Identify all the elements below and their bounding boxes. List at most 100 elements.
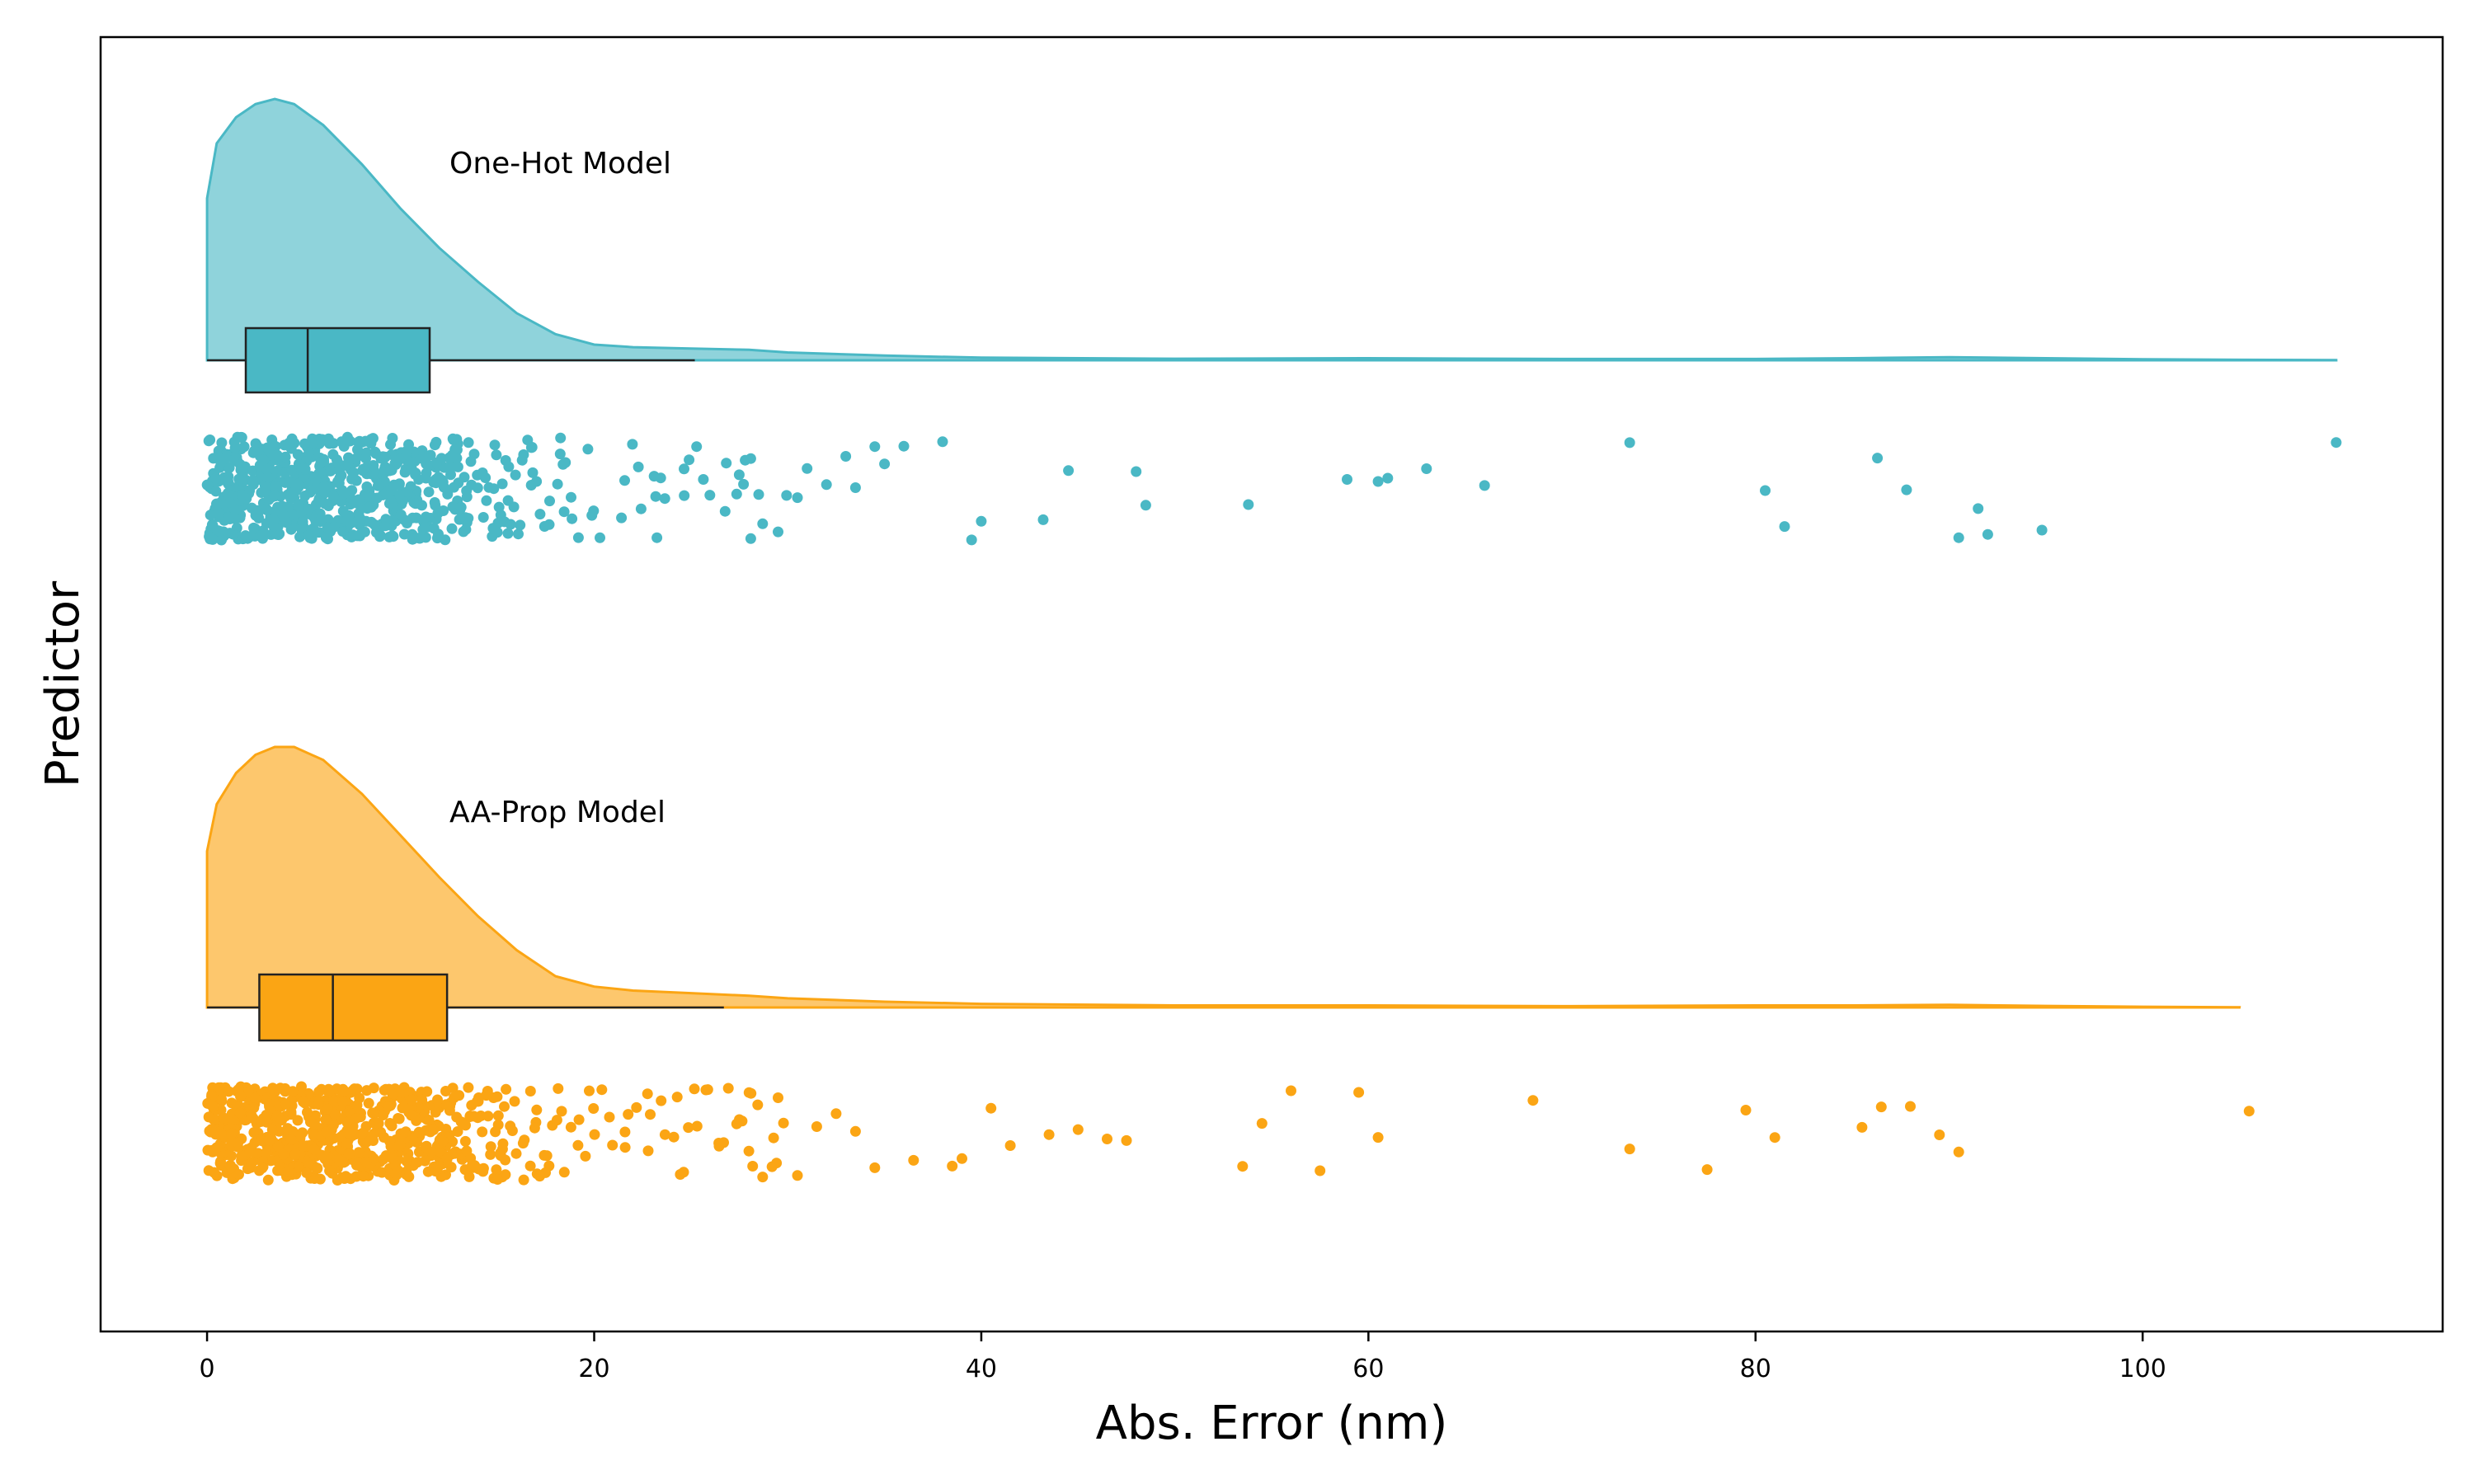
data-point [947,1160,958,1172]
data-point [252,1148,264,1159]
data-point [419,452,430,463]
data-point [1256,1118,1268,1129]
data-point [406,1094,417,1106]
data-point [229,505,241,516]
data-point [671,1092,683,1103]
data-point [325,465,336,477]
data-point [268,514,280,525]
data-point [721,458,732,469]
data-point [216,437,228,448]
data-point [368,1135,379,1146]
data-point [324,438,335,449]
data-point [210,472,222,484]
data-point [394,453,406,465]
data-point [261,463,273,475]
data-point [567,513,578,524]
data-point [228,436,240,448]
data-point [271,449,283,461]
data-point [298,1140,309,1152]
data-point [343,1127,354,1139]
data-point [446,523,458,534]
data-point [210,486,222,497]
data-point [2331,437,2342,448]
data-point [518,1174,529,1186]
data-point [257,533,268,544]
data-point [455,501,467,513]
data-point [271,1111,283,1122]
data-point [704,490,716,501]
data-point [556,1106,567,1117]
data-point [957,1153,967,1164]
data-point [319,498,331,510]
data-point [287,1086,299,1097]
data-point [524,1086,536,1097]
data-point [289,1148,301,1160]
box-iqr [244,326,431,394]
data-point [1760,485,1771,496]
data-point [595,532,605,543]
data-point [691,441,703,453]
data-point [412,1157,423,1168]
data-point [551,1115,562,1126]
data-point [387,530,398,542]
data-point [421,1086,433,1097]
data-point [430,457,442,468]
data-point [554,448,566,460]
data-point [496,478,508,490]
data-point [358,463,369,475]
data-point [364,501,375,513]
data-point [698,474,709,485]
data-point [249,1092,261,1104]
x-tick-label: 80 [1740,1355,1771,1383]
data-point [898,440,910,452]
data-point [642,1145,654,1157]
data-point [495,1150,506,1162]
data-point [320,1114,332,1125]
data-point [483,481,495,493]
data-point [508,501,520,513]
box-iqr [258,973,449,1042]
data-point [359,526,370,538]
data-point [492,1091,503,1102]
data-point [340,1171,351,1182]
data-point [299,463,311,475]
data-point [558,506,570,518]
data-point [830,1108,842,1120]
data-point [1779,521,1790,533]
data-point [565,1121,576,1133]
data-point [433,472,444,483]
data-point [205,533,216,545]
data-point [524,1160,536,1172]
data-point [543,1160,555,1172]
data-point [702,1084,713,1096]
data-point [384,1118,396,1129]
data-point [286,509,298,520]
data-point [684,454,695,466]
data-point [430,436,442,448]
data-point [314,508,326,519]
data-point [249,445,260,457]
data-point [380,514,392,525]
plot-frame [99,35,2444,1333]
data-point [1624,1144,1635,1155]
data-point [492,1110,504,1121]
data-point [811,1121,822,1132]
data-point [270,491,280,502]
data-point [253,512,265,524]
data-point [430,500,441,511]
data-point [589,1129,600,1140]
data-point [482,1111,494,1122]
data-point [395,509,407,520]
data-point [445,469,456,481]
data-point [493,501,505,513]
data-point [499,1101,510,1112]
data-point [506,1125,518,1136]
data-point [379,451,391,463]
data-point [313,468,325,479]
data-point [1934,1129,1945,1140]
data-point [566,491,576,503]
data-point [318,481,330,492]
data-point [223,1086,234,1097]
x-tick-label: 0 [200,1355,215,1383]
data-point [463,1082,474,1093]
